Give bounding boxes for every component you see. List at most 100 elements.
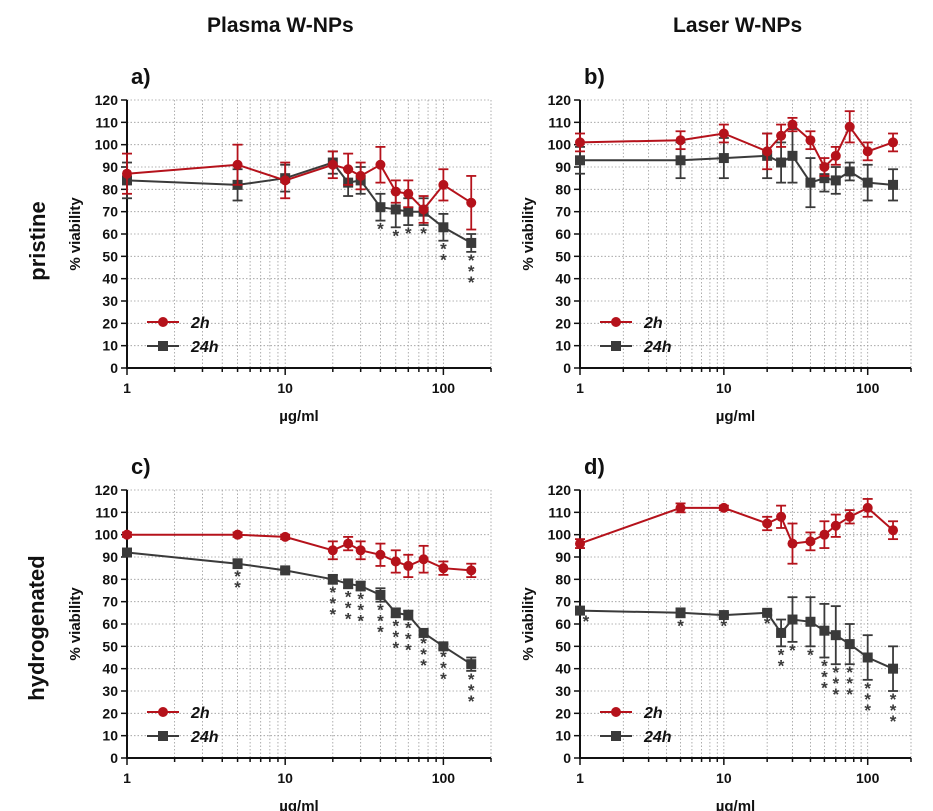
data-point [403,206,414,217]
y-axis-title: % viability [520,197,537,271]
data-point [403,188,414,199]
series-24h [122,547,477,672]
y-tick-label: 100 [548,527,572,543]
significance-marker: * * * [440,648,447,689]
y-tick-label: 60 [102,226,118,242]
data-point [718,610,729,621]
data-point [390,186,401,197]
y-tick-label: 10 [555,728,571,744]
data-point [390,204,401,215]
y-axis-title: % viability [67,197,84,271]
legend-marker [158,731,168,741]
column-title-plasma: Plasma W-NPs [207,14,354,37]
y-tick-label: 70 [102,204,118,220]
data-point [390,607,401,618]
legend-item-24h: 24h [147,729,219,746]
significance-marker: * * * [329,583,336,624]
significance-marker: * * * [405,619,412,660]
data-point [762,607,773,618]
x-axis-title: µg/ml [716,798,755,811]
legend-marker [158,341,168,351]
series-2h [575,110,899,177]
data-point [862,502,873,513]
data-point [575,137,585,148]
y-tick-label: 40 [555,271,571,287]
legend-item-2h: 2h [147,315,210,332]
data-point [805,135,816,146]
significance-marker: * * * [392,616,399,657]
data-point [830,175,841,186]
y-tick-label: 10 [555,338,571,354]
data-point [280,175,291,186]
significance-marker: * * * [821,657,828,698]
significance-marker: * [583,612,590,631]
data-point [575,605,585,616]
significance-marker: * [420,224,427,243]
data-point [466,565,477,576]
data-point [675,607,686,618]
y-tick-label: 80 [102,181,118,197]
y-tick-label: 90 [102,549,118,565]
data-point [675,135,686,146]
legend-item-2h: 2h [147,705,210,722]
data-point [675,502,686,513]
data-point [122,168,132,179]
data-point [862,652,873,663]
data-point [830,150,841,161]
y-tick-label: 100 [95,137,119,153]
y-tick-label: 20 [555,705,571,721]
data-point [844,639,855,650]
series-line [127,533,472,572]
y-tick-label: 100 [95,527,119,543]
legend-label: 24h [190,339,219,356]
data-point [343,538,354,549]
significance-marker: * * * [890,690,897,731]
data-point [819,529,830,540]
x-axis-title: µg/ml [716,408,755,425]
legend-marker [611,731,621,741]
y-tick-label: 40 [102,271,118,287]
x-tick-label: 10 [716,380,732,396]
significance-marker: * * * [468,251,475,292]
data-point [862,146,873,157]
y-tick-label: 30 [555,293,571,309]
significance-marker: * * * [468,670,475,711]
significance-marker: * * [778,645,785,675]
legend-item-24h: 24h [600,339,672,356]
x-axis-title: µg/ml [279,408,318,425]
significance-marker: * [405,224,412,243]
legend-marker [611,707,621,717]
y-tick-label: 20 [102,705,118,721]
legend-item-2h: 2h [600,315,663,332]
y-axis-title: % viability [67,587,84,661]
data-point [466,237,477,248]
x-tick-label: 10 [716,770,732,786]
data-point [787,614,798,625]
x-tick-label: 1 [123,770,131,786]
y-tick-label: 110 [548,504,571,520]
x-tick-label: 100 [856,770,880,786]
y-tick-label: 110 [548,114,571,130]
y-tick-label: 30 [555,683,571,699]
panel-label: d) [584,454,605,479]
significance-marker: * [392,226,399,245]
significance-marker: * * * [420,634,427,675]
data-point [776,130,787,141]
x-tick-label: 10 [277,770,293,786]
y-tick-label: 0 [110,360,118,376]
panel-label: a) [131,64,151,89]
x-tick-label: 1 [576,380,584,396]
legend-marker [158,707,168,717]
legend-label: 2h [643,315,663,332]
data-point [575,538,585,549]
column-title-laser: Laser W-NPs [673,14,803,37]
data-point [776,157,787,168]
data-point [844,166,855,177]
significance-marker: * * * [345,587,352,628]
y-tick-label: 120 [95,92,119,108]
data-point [375,549,386,560]
data-point [805,536,816,547]
x-tick-label: 10 [277,380,293,396]
